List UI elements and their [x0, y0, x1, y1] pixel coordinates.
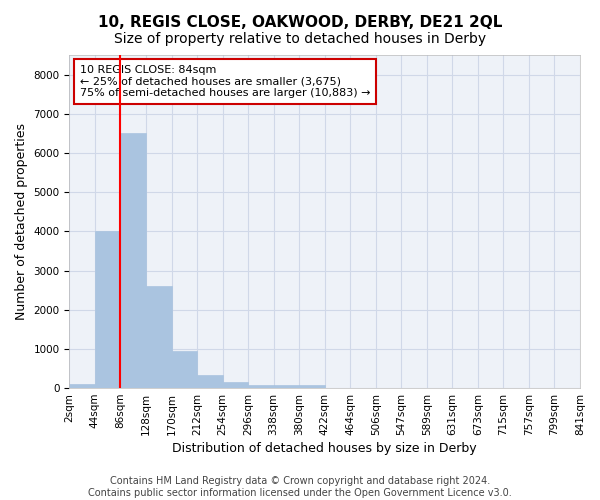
Bar: [274, 386, 299, 388]
Bar: [172, 351, 197, 388]
Text: 10 REGIS CLOSE: 84sqm
← 25% of detached houses are smaller (3,675)
75% of semi-d: 10 REGIS CLOSE: 84sqm ← 25% of detached …: [80, 65, 370, 98]
Bar: [248, 384, 274, 388]
Text: 10, REGIS CLOSE, OAKWOOD, DERBY, DE21 2QL: 10, REGIS CLOSE, OAKWOOD, DERBY, DE21 2Q…: [98, 15, 502, 30]
Text: Contains HM Land Registry data © Crown copyright and database right 2024.
Contai: Contains HM Land Registry data © Crown c…: [88, 476, 512, 498]
X-axis label: Distribution of detached houses by size in Derby: Distribution of detached houses by size …: [172, 442, 477, 455]
Y-axis label: Number of detached properties: Number of detached properties: [15, 123, 28, 320]
Bar: [95, 232, 121, 388]
Bar: [146, 286, 172, 388]
Text: Size of property relative to detached houses in Derby: Size of property relative to detached ho…: [114, 32, 486, 46]
Bar: [223, 382, 248, 388]
Bar: [197, 375, 223, 388]
Bar: [70, 384, 95, 388]
Bar: [121, 134, 146, 388]
Bar: [299, 386, 325, 388]
